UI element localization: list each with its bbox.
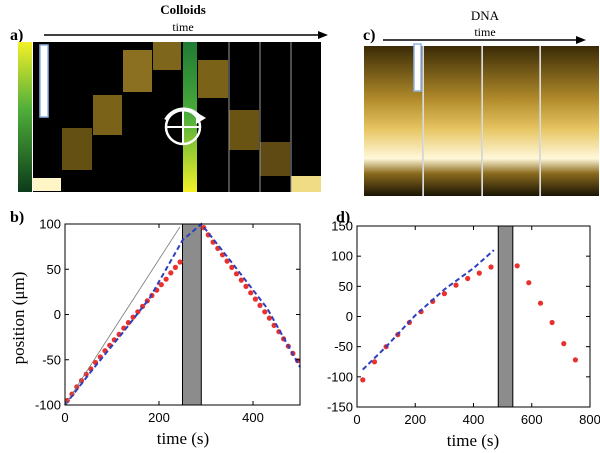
colorbar-left [18,42,32,192]
chart-d-x-tick-label: 800 [579,412,600,427]
chart-b-fit-line [64,222,301,406]
panel-a-title: Colloids [160,2,206,17]
panel-a: a) Colloids time [10,2,328,192]
chart-b-data-point [163,276,169,282]
chart-d-y-tick-label: -100 [327,369,353,384]
chart-d-y-tick-label: 150 [331,219,353,234]
dna-frame [364,46,423,196]
chart-d-y-tick-label: 50 [339,279,353,294]
time-arrowhead-c [576,36,586,44]
chart-b-data-point [172,264,178,270]
chart-d-y-tick-label: 0 [346,309,353,324]
time-arrow-label-c: time [474,25,495,39]
chart-d-y-tick-label: -150 [327,400,353,415]
chart-d-data-point [526,280,532,286]
chart-b-data-point [262,309,268,315]
chart-b-x-tick-label: 200 [148,410,170,425]
colloid-strip [291,176,321,192]
chart-b: b) position (μm) time (s) 0 200 400 -100 -50… [9,209,301,448]
chart-b-y-tick-label: 0 [54,307,61,322]
dna-frame [483,46,540,196]
colloid-strip [33,178,61,191]
chart-b-data-point [130,314,136,320]
colloid-strip [260,142,290,176]
chart-d-data-point [537,300,544,306]
chart-b-data-point [252,296,258,302]
chart-b-gap-box [182,223,202,406]
scale-bar [413,43,422,92]
time-arrowhead-a [318,31,328,39]
panel-c-title: DNA [471,8,500,23]
chart-d-data-point [572,357,579,363]
colloid-strip [153,42,181,70]
chart-d-plot-area [357,226,590,407]
chart-d: d) time (s) 0 200 400 600 800 -150 -100 -50 0 50 1… [327,209,600,450]
chart-d-data-point [360,377,366,383]
scale-bar [39,44,49,118]
colloid-strip [229,110,259,150]
dna-frame [424,46,482,196]
chart-d-data-point [371,359,378,365]
chart-d-data-point [549,319,555,326]
chart-b-data-point [83,371,89,377]
panel-letter-a: a) [10,27,23,44]
chart-d-data-point [476,270,482,276]
x-axis-label-d: time (s) [447,431,499,450]
y-axis-label-b: position (μm) [9,272,28,365]
panel-letter-b: b) [10,209,24,226]
chart-b-data-point [125,320,131,326]
chart-b-data-point [168,270,174,276]
chart-b-data-point [229,264,235,270]
chart-d-gap-box [497,225,514,408]
chart-d-data-point [488,264,494,270]
chart-b-x-tick-label: 400 [242,410,264,425]
chart-b-data-point [248,290,254,296]
chart-d-x-tick-label: 200 [404,412,426,427]
dna-frame [541,46,599,196]
chart-b-reference-line [64,226,181,406]
chart-b-y-tick-label: -50 [42,352,61,367]
colloid-strip [62,128,92,170]
chart-b-y-tick-label: -100 [35,398,61,413]
chart-b-data-point [233,271,240,277]
chart-b-data-point [177,259,183,265]
chart-b-data-point [266,315,272,321]
chart-b-x-tick-label: 0 [61,410,68,425]
colloid-strip [198,60,228,98]
panel-letter-c: c) [363,27,375,44]
colloid-strip [93,95,122,135]
chart-d-y-tick-label: 100 [331,249,353,264]
time-arrow-label-a: time [172,20,193,34]
chart-b-y-tick-label: 50 [47,262,61,277]
chart-b-y-tick-label: 100 [39,217,61,232]
chart-d-data-point [561,341,567,347]
chart-d-x-tick-label: 600 [521,412,543,427]
chart-d-data-point [465,275,471,282]
chart-b-data-point [158,282,164,288]
chart-d-x-tick-label: 0 [353,412,360,427]
chart-d-data-point [514,263,520,269]
chart-d-data-point [453,282,459,288]
panel-letter-d: d) [336,209,350,226]
x-axis-label-b: time (s) [157,429,209,448]
chart-d-y-tick-label: -50 [334,339,353,354]
colloid-strip [123,50,152,92]
chart-d-fit-line [362,249,495,371]
rotation-icon [164,107,206,146]
chart-d-data-point [441,291,447,297]
chart-d-x-tick-label: 400 [463,412,485,427]
chart-b-data-point [238,277,244,283]
chart-b-data-point [257,302,263,308]
chart-b-data-point [243,283,249,289]
colorbar-middle [183,42,197,192]
panel-c: c) DNA time [363,8,599,196]
